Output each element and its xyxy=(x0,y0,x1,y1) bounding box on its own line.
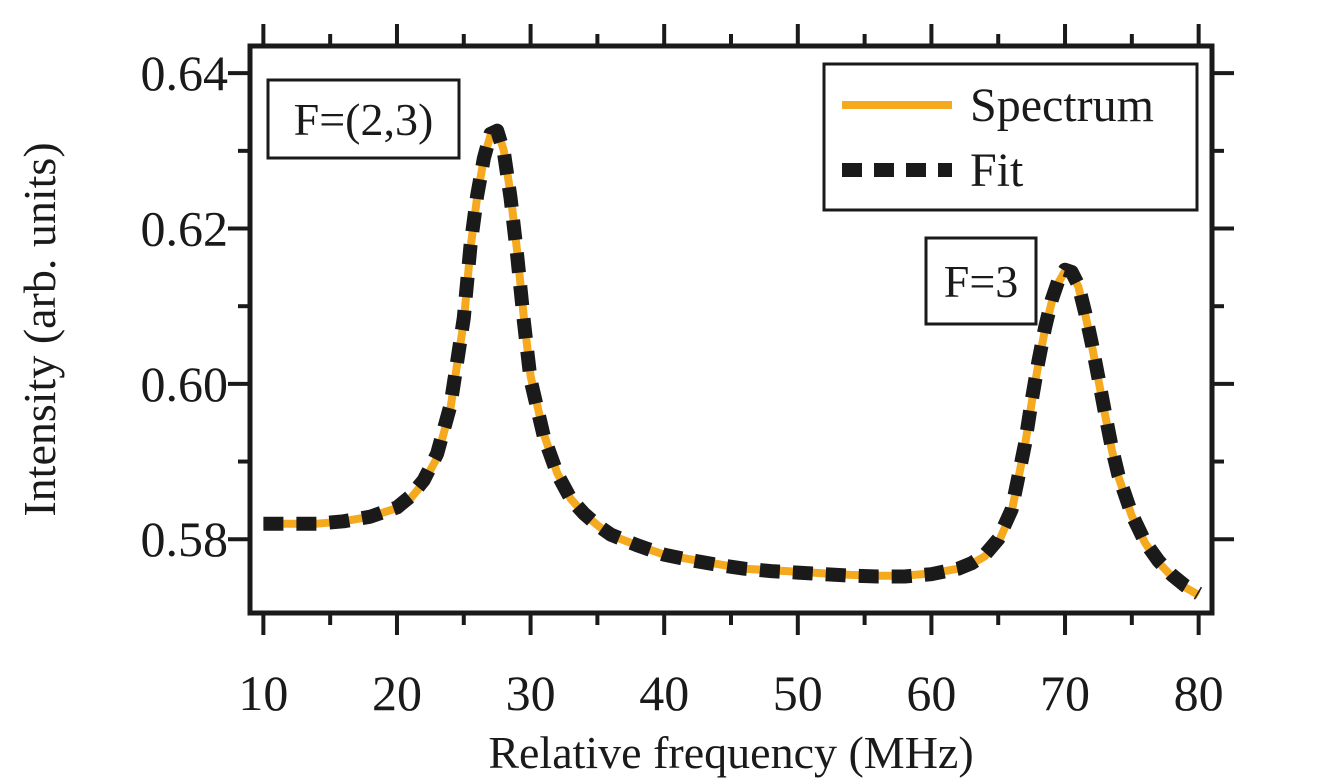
y-tick-label-1: 0.60 xyxy=(141,356,229,412)
x-tick-label-7: 80 xyxy=(1174,665,1224,721)
y-tick-label-3: 0.64 xyxy=(141,45,229,101)
x-tick-label-6: 70 xyxy=(1040,665,1090,721)
annotation-label-0: F=(2,3) xyxy=(294,94,434,145)
axis-ticks xyxy=(228,24,1234,635)
legend: Spectrum Fit xyxy=(822,62,1199,212)
peak-annotations: F=(2,3) F=3 xyxy=(266,78,1038,326)
annotation-label-1: F=3 xyxy=(944,256,1019,307)
plot-frame xyxy=(247,43,1215,616)
x-tick-label-4: 50 xyxy=(773,665,823,721)
plot-series xyxy=(263,123,1203,600)
x-tick-label-0: 10 xyxy=(238,665,288,721)
x-tick-label-2: 30 xyxy=(506,665,556,721)
x-axis-title: Relative frequency (MHz) xyxy=(488,727,973,778)
annotation-box-0 xyxy=(266,78,461,160)
x-tick-label-5: 60 xyxy=(906,665,956,721)
x-tick-labels: 10 20 30 40 50 60 70 80 xyxy=(238,665,1223,721)
legend-label-fit: Fit xyxy=(970,144,1024,197)
series-line-fit xyxy=(263,123,1203,600)
y-tick-label-2: 0.62 xyxy=(141,201,229,257)
x-tick-label-3: 40 xyxy=(639,665,689,721)
x-tick-label-1: 20 xyxy=(372,665,422,721)
legend-box xyxy=(822,62,1199,212)
annotation-box-1 xyxy=(924,236,1038,326)
legend-label-spectrum: Spectrum xyxy=(970,79,1154,132)
y-tick-labels: 0.58 0.60 0.62 0.64 xyxy=(141,45,229,567)
y-axis-title: Intensity (arb. units) xyxy=(14,142,65,516)
y-tick-label-0: 0.58 xyxy=(141,511,229,567)
